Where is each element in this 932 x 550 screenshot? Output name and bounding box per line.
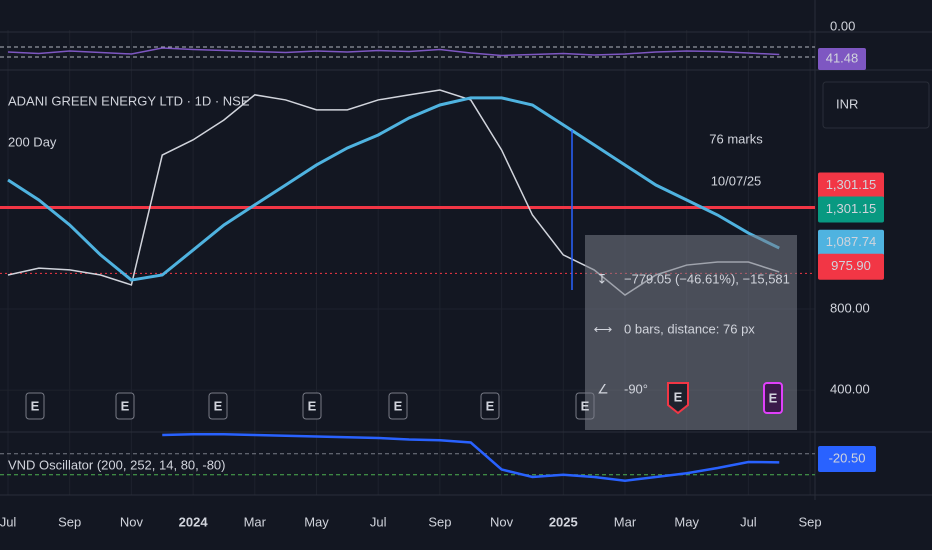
ma-legend: 200 Day xyxy=(8,134,57,149)
x-tick-label: Jul xyxy=(0,514,16,529)
measure-icon: ↧ xyxy=(597,271,608,286)
annotation-line: 10/07/25 xyxy=(711,173,762,188)
earnings-marker xyxy=(388,392,408,420)
osc-value-box xyxy=(818,446,876,472)
y-tick-label: 800.00 xyxy=(830,300,870,315)
x-tick-label: Sep xyxy=(799,514,822,529)
rsi-value: 41.48 xyxy=(826,50,859,65)
x-tick-label: 2024 xyxy=(179,514,209,529)
annotation-line: 76 marks xyxy=(709,131,763,146)
x-tick-label: Mar xyxy=(244,514,267,529)
earnings-marker xyxy=(763,382,783,414)
osc-value: -20.50 xyxy=(829,450,866,465)
moving-average xyxy=(7,96,780,282)
x-tick-label: Sep xyxy=(58,514,81,529)
x-tick-label: Nov xyxy=(120,514,144,529)
rsi-axis-label: 0.00 xyxy=(830,18,855,33)
currency-box[interactable] xyxy=(822,81,930,129)
price-label: 975.90 xyxy=(831,258,871,273)
measure-icon: ⟷ xyxy=(594,321,613,336)
x-tick-label: Jul xyxy=(740,514,757,529)
earnings-label: E xyxy=(486,398,495,413)
oscillator-line xyxy=(162,433,780,483)
price-label-box xyxy=(818,229,884,256)
earnings-label: E xyxy=(581,398,590,413)
earnings-label: E xyxy=(214,398,223,413)
price-label-box xyxy=(818,196,884,223)
earnings-marker xyxy=(208,392,228,420)
x-tick-label: Mar xyxy=(614,514,637,529)
x-tick-label: May xyxy=(304,514,329,529)
earnings-shield xyxy=(667,382,689,415)
x-tick-label: Sep xyxy=(428,514,451,529)
currency: INR xyxy=(836,96,858,111)
earnings-marker xyxy=(480,392,500,420)
price-label-box xyxy=(818,253,884,280)
rsi-line xyxy=(7,47,780,57)
measure-bars: 0 bars, distance: 76 px xyxy=(624,321,755,336)
measure-icon: ∠ xyxy=(597,381,609,396)
price-label: 1,301.15 xyxy=(826,177,877,192)
x-tick-label: Jul xyxy=(370,514,387,529)
earnings-marker xyxy=(302,392,322,420)
earnings-label: E xyxy=(674,389,683,404)
earnings-label: E xyxy=(769,390,778,405)
rsi-value-box xyxy=(818,48,866,70)
measure-box xyxy=(585,235,797,430)
measure-angle: -90° xyxy=(624,381,648,396)
y-tick-label: 400.00 xyxy=(830,382,870,397)
x-tick-label: Nov xyxy=(490,514,514,529)
measure-price: −779.05 (−46.61%), −15,581 xyxy=(624,271,790,286)
earnings-marker xyxy=(25,392,45,420)
price-label-box xyxy=(818,172,884,199)
symbol-legend: ADANI GREEN ENERGY LTD · 1D · NSE xyxy=(8,93,250,108)
earnings-label: E xyxy=(394,398,403,413)
earnings-label: E xyxy=(308,398,317,413)
oscillator-legend: VND Oscillator (200, 252, 14, 80, -80) xyxy=(8,457,226,472)
earnings-label: E xyxy=(121,398,130,413)
price-label: 1,087.74 xyxy=(826,234,877,249)
x-tick-label: 2025 xyxy=(549,514,578,529)
x-tick-label: May xyxy=(674,514,699,529)
price-label: 1,301.15 xyxy=(826,201,877,216)
earnings-marker xyxy=(115,392,135,420)
earnings-label: E xyxy=(31,398,40,413)
